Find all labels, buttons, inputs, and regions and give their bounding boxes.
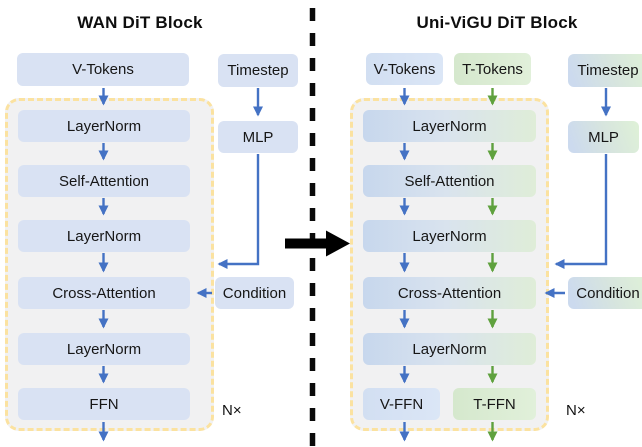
right-t-ffn: T-FFN (453, 388, 536, 420)
right-self-attention: Self-Attention (363, 165, 536, 197)
left-cross-attention: Cross-Attention (18, 277, 190, 309)
left-layernorm-3: LayerNorm (18, 333, 190, 365)
left-condition-box: Condition (215, 277, 294, 309)
left-layernorm-2: LayerNorm (18, 220, 190, 252)
right-layernorm-3: LayerNorm (363, 333, 536, 365)
right-t-tokens-box: T-Tokens (454, 53, 531, 85)
right-v-ffn: V-FFN (363, 388, 440, 420)
arrow-right-mlp-feedback (554, 154, 608, 269)
left-panel-title: WAN DiT Block (77, 13, 203, 32)
right-timestep-box: Timestep (568, 54, 642, 87)
left-repeat-label: N× (222, 402, 242, 419)
right-cross-attention: Cross-Attention (363, 277, 536, 309)
arrow-left-mlp-feedback (217, 154, 260, 269)
left-mlp-box: MLP (218, 121, 298, 153)
left-dit-block-container (5, 98, 214, 431)
right-layernorm-1: LayerNorm (363, 110, 536, 142)
right-panel-title: Uni-ViGU DiT Block (416, 13, 578, 32)
right-dit-block-container (350, 98, 549, 431)
right-layernorm-2: LayerNorm (363, 220, 536, 252)
left-v-tokens-box: V-Tokens (17, 53, 189, 86)
right-repeat-label: N× (566, 402, 586, 419)
right-v-tokens-box: V-Tokens (366, 53, 443, 85)
left-timestep-box: Timestep (218, 54, 298, 87)
left-self-attention: Self-Attention (18, 165, 190, 197)
right-condition-box: Condition (568, 277, 642, 309)
left-ffn: FFN (18, 388, 190, 420)
right-mlp-box: MLP (568, 121, 639, 153)
transform-arrow (285, 230, 350, 257)
left-layernorm-1: LayerNorm (18, 110, 190, 142)
